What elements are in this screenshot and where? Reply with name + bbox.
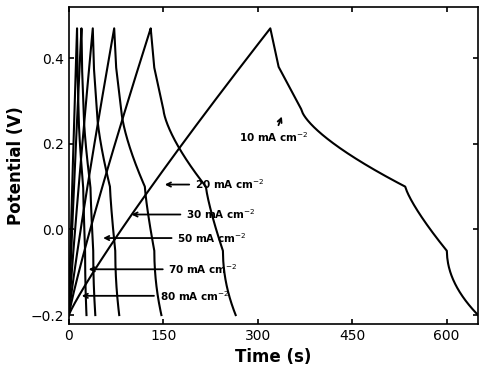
Text: 80 mA cm$^{-2}$: 80 mA cm$^{-2}$ (84, 289, 228, 303)
X-axis label: Time (s): Time (s) (235, 348, 311, 366)
Text: 30 mA cm$^{-2}$: 30 mA cm$^{-2}$ (133, 208, 255, 222)
Text: 50 mA cm$^{-2}$: 50 mA cm$^{-2}$ (105, 231, 246, 245)
Text: 70 mA cm$^{-2}$: 70 mA cm$^{-2}$ (91, 262, 237, 276)
Text: 20 mA cm$^{-2}$: 20 mA cm$^{-2}$ (166, 178, 264, 191)
Y-axis label: Potential (V): Potential (V) (7, 106, 25, 225)
Text: 10 mA cm$^{-2}$: 10 mA cm$^{-2}$ (238, 118, 308, 144)
